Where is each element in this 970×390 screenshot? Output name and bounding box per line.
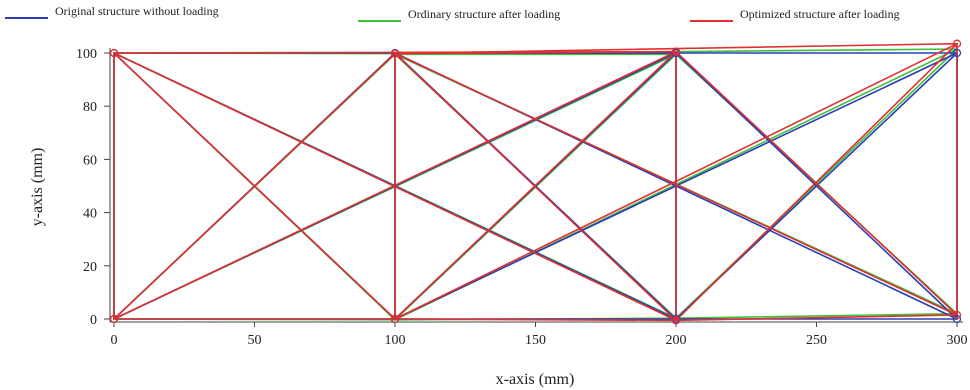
node-marker <box>952 39 962 48</box>
truss-member <box>113 50 677 320</box>
truss-member <box>394 52 677 322</box>
truss-member <box>675 314 958 322</box>
truss-member <box>113 52 396 320</box>
node-marker <box>952 310 962 320</box>
truss-member <box>394 42 958 320</box>
truss-nodes <box>109 39 962 325</box>
y-tick-label: 40 <box>83 207 97 222</box>
y-tick-label: 20 <box>83 260 97 275</box>
node-marker <box>390 49 400 58</box>
truss-member <box>675 50 958 316</box>
node-marker <box>952 314 962 324</box>
legend: Original structure without loading Ordina… <box>5 4 900 22</box>
x-ticks: 0 50 100 150 200 250 300 <box>111 322 968 348</box>
y-tick-label: 60 <box>83 153 97 168</box>
x-tick-label: 200 <box>666 333 687 348</box>
x-tick-label: 0 <box>111 333 118 348</box>
y-tick-label: 100 <box>76 47 97 62</box>
x-tick-label: 100 <box>385 333 406 348</box>
x-tick-label: 150 <box>525 333 546 348</box>
node-marker <box>952 48 962 58</box>
x-axis-label: x-axis (mm) <box>496 371 575 388</box>
node-marker <box>390 314 400 324</box>
legend-label: Optimized structure after loading <box>740 7 900 21</box>
y-tick-label: 80 <box>83 100 97 115</box>
y-axis-label: y-axis (mm) <box>29 148 46 227</box>
node-marker <box>671 47 681 56</box>
legend-label: Ordinary structure after loading <box>408 7 560 21</box>
y-tick-label: 0 <box>90 313 97 328</box>
axes <box>109 48 963 323</box>
truss-member <box>394 52 958 316</box>
legend-label: Original structure without loading <box>55 4 219 18</box>
x-tick-label: 300 <box>947 333 968 348</box>
x-tick-label: 250 <box>806 333 827 348</box>
node-marker <box>109 314 119 324</box>
y-ticks: 0 20 40 60 80 100 <box>76 47 110 328</box>
series-2-members <box>113 42 958 322</box>
x-tick-label: 50 <box>248 333 262 348</box>
truss-member <box>113 52 677 322</box>
truss-member <box>675 42 958 322</box>
node-marker <box>671 316 681 325</box>
truss-member <box>394 50 677 320</box>
node-marker <box>109 48 119 58</box>
truss-member <box>394 318 677 322</box>
truss-member <box>675 312 958 320</box>
truss-members <box>113 42 958 322</box>
